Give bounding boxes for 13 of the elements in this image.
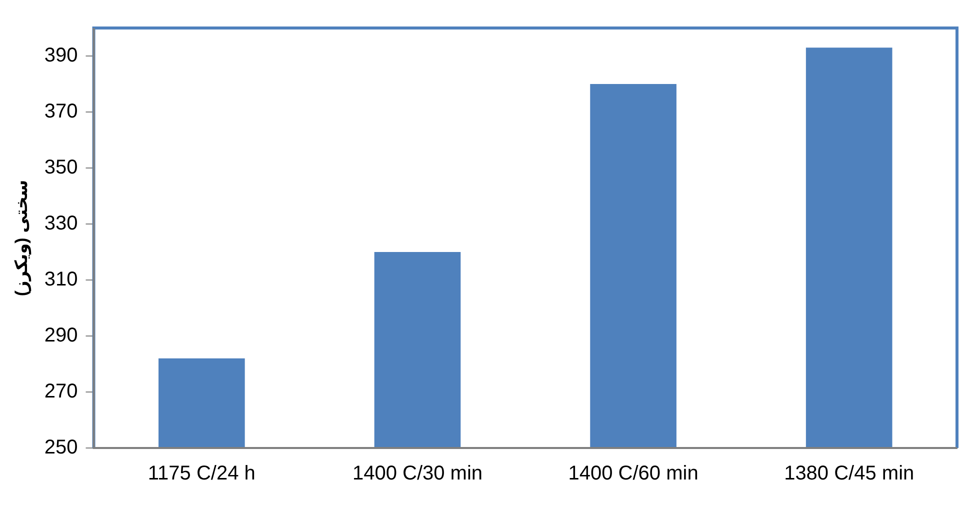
y-tick-label: 270 bbox=[44, 380, 78, 403]
x-tick-label: 1380 C/45 min bbox=[784, 462, 914, 485]
y-tick-label: 370 bbox=[44, 100, 78, 123]
x-tick-label: 1400 C/30 min bbox=[352, 462, 483, 485]
y-tick-label: 310 bbox=[44, 268, 78, 291]
x-tick-label: 1400 C/60 min bbox=[568, 462, 698, 485]
y-axis-title: سختی (ویکرز) bbox=[12, 180, 32, 296]
y-tick-label: 330 bbox=[44, 212, 78, 235]
y-tick-label: 350 bbox=[44, 156, 78, 179]
y-tick-label: 250 bbox=[44, 436, 78, 459]
y-tick-label: 290 bbox=[44, 324, 78, 347]
x-tick-label: 1175 C/24 h bbox=[148, 462, 256, 485]
y-tick-label: 390 bbox=[44, 44, 78, 67]
